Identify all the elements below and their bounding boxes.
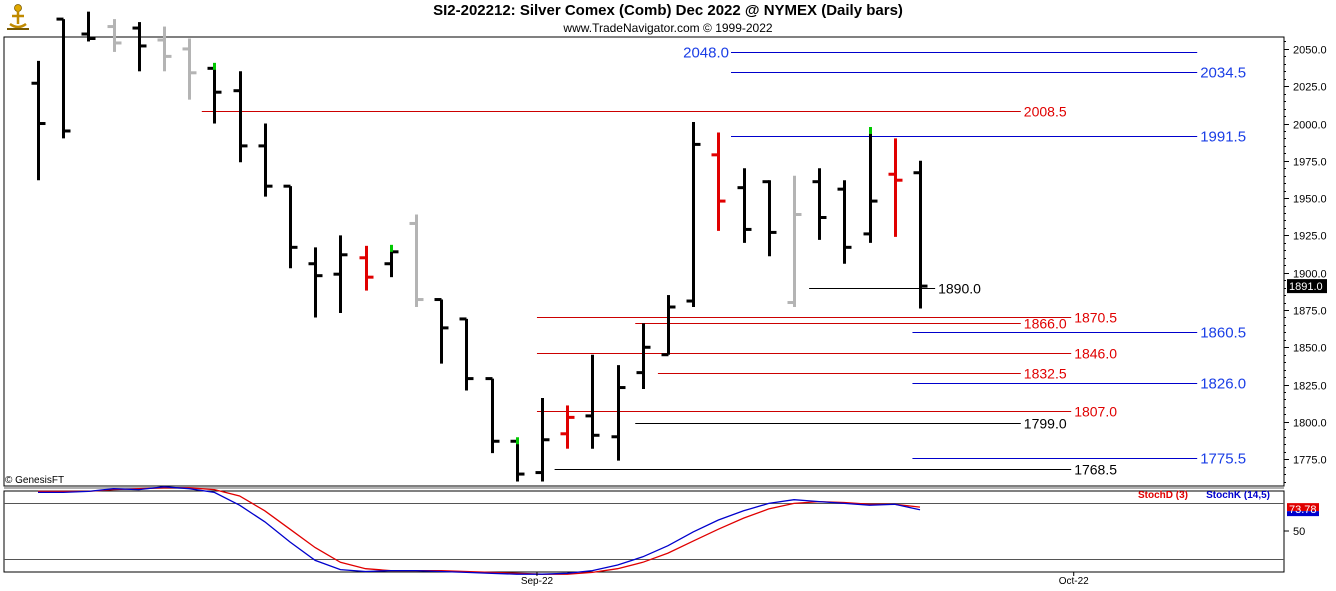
ohlc-bar bbox=[233, 71, 248, 163]
ohlc-bar bbox=[510, 437, 525, 482]
level-label: 1799.0 bbox=[1024, 416, 1067, 432]
ohlc-bar bbox=[560, 405, 575, 449]
ohlc-bar bbox=[207, 62, 222, 124]
level-label: 1846.0 bbox=[1074, 346, 1117, 362]
price-tick-label: 1900.0 bbox=[1293, 269, 1327, 281]
level-label: 2034.5 bbox=[1200, 65, 1246, 82]
level-label: 1807.0 bbox=[1074, 404, 1117, 420]
price-tick-label: 1850.0 bbox=[1293, 343, 1327, 355]
stoch-legend-d: StochD (3) bbox=[1138, 490, 1188, 501]
ohlc-bar bbox=[888, 138, 903, 237]
ohlc-bar bbox=[812, 168, 827, 240]
ohlc-bar bbox=[81, 11, 96, 42]
ohlc-bar bbox=[56, 17, 71, 139]
ohlc-bar bbox=[762, 180, 777, 257]
level-label: 2008.5 bbox=[1024, 104, 1067, 120]
level-label: 1768.5 bbox=[1074, 462, 1117, 478]
ohlc-bar bbox=[863, 126, 878, 243]
stoch-tick-label: 50 bbox=[1293, 526, 1305, 538]
price-tick-label: 1925.0 bbox=[1293, 231, 1327, 243]
ohlc-bar bbox=[333, 235, 348, 313]
ohlc-bar bbox=[913, 160, 928, 309]
stoch-value-box-bottom bbox=[1287, 511, 1319, 517]
ohlc-bar bbox=[384, 244, 399, 278]
date-axis: Sep-22 Oct-22 bbox=[521, 572, 1089, 587]
price-panel-frame bbox=[3, 36, 1285, 487]
chart-title: SI2-202212: Silver Comex (Comb) Dec 2022… bbox=[433, 2, 903, 19]
ohlc-bar bbox=[711, 132, 726, 231]
price-axis: 2050.0 2025.0 2000.0 1975.0 1950.0 1925.0 1900… bbox=[1284, 41, 1327, 483]
price-tick-label: 2050.0 bbox=[1293, 45, 1327, 57]
ohlc-bar bbox=[661, 295, 676, 357]
ohlc-bar bbox=[636, 323, 651, 390]
level-label: 1860.5 bbox=[1200, 325, 1246, 342]
ohlc-bar bbox=[737, 168, 752, 243]
ohlc-bar bbox=[787, 175, 802, 307]
ohlc-bar bbox=[308, 247, 323, 318]
ohlc-bar bbox=[132, 22, 147, 72]
ohlc-bar bbox=[686, 122, 701, 307]
ohlc-bar bbox=[182, 38, 197, 100]
level-label: 1832.5 bbox=[1024, 366, 1067, 382]
level-label: 1866.0 bbox=[1024, 316, 1067, 332]
date-tick-label: Sep-22 bbox=[521, 576, 554, 587]
ohlc-bar bbox=[459, 317, 474, 391]
trader-logo-icon bbox=[7, 4, 29, 30]
last-price-box bbox=[1287, 279, 1327, 294]
stoch-value-label: 73.78 bbox=[1289, 504, 1317, 516]
chart-subtitle: www.TradeNavigator.com © 1999-2022 bbox=[563, 21, 773, 35]
ohlc-bars bbox=[31, 11, 928, 482]
price-tick-label: 1975.0 bbox=[1293, 157, 1327, 169]
ohlc-bar bbox=[434, 298, 449, 364]
ohlc-bar bbox=[258, 123, 273, 197]
price-tick-label: 1825.0 bbox=[1293, 381, 1327, 393]
price-tick-label: 2025.0 bbox=[1293, 82, 1327, 94]
price-tick-label: 2000.0 bbox=[1293, 120, 1327, 132]
ohlc-bar bbox=[485, 377, 500, 454]
chart-frame bbox=[3, 36, 1285, 573]
price-tick-label: 1800.0 bbox=[1293, 418, 1327, 430]
stoch-legend-k: StochK (14,5) bbox=[1206, 490, 1270, 501]
level-label: 1890.0 bbox=[938, 281, 981, 297]
date-tick-label: Oct-22 bbox=[1059, 576, 1089, 587]
price-tick-label: 1950.0 bbox=[1293, 194, 1327, 206]
ohlc-bar bbox=[585, 354, 600, 449]
ohlc-bar bbox=[535, 397, 550, 482]
level-label: 1775.5 bbox=[1200, 451, 1246, 468]
data-credit: © GenesisFT bbox=[5, 475, 64, 486]
ohlc-bar bbox=[31, 60, 46, 181]
ohlc-bar bbox=[359, 245, 374, 291]
ohlc-bar bbox=[157, 26, 172, 72]
level-label: 1870.5 bbox=[1074, 310, 1117, 326]
ohlc-bar bbox=[283, 184, 298, 269]
level-label: 1991.5 bbox=[1200, 129, 1246, 146]
price-tick-label: 1875.0 bbox=[1293, 306, 1327, 318]
ohlc-bar bbox=[409, 214, 424, 307]
stoch-value-box-top bbox=[1287, 503, 1319, 512]
price-levels: 2048.0 2034.5 2008.5 1991.5 1890.0 1870.5 1866… bbox=[201, 45, 1246, 478]
ohlc-bar bbox=[611, 365, 626, 461]
ohlc-bar bbox=[837, 180, 852, 264]
stoch-k-line bbox=[38, 486, 921, 575]
level-label: 2048.0 bbox=[683, 45, 729, 62]
price-tick-label: 1775.0 bbox=[1293, 455, 1327, 467]
ohlc-bar bbox=[107, 19, 122, 52]
level-label: 1826.0 bbox=[1200, 376, 1246, 393]
stochastic-panel: 50 73.78 StochD (3) StochK (14,5) bbox=[4, 486, 1319, 575]
last-price-label: 1891.0 bbox=[1289, 281, 1323, 293]
